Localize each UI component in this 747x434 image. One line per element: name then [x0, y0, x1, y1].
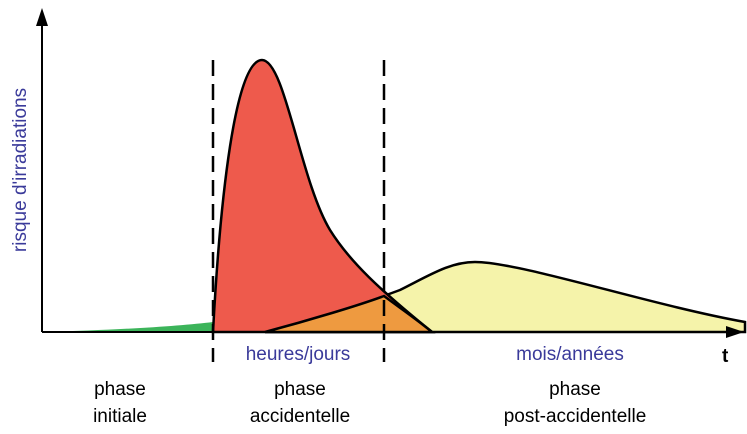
- y-axis-label: risque d'irradiations: [10, 88, 31, 252]
- phase-label: initiale: [93, 406, 147, 427]
- phase-label: post-accidentelle: [504, 406, 647, 427]
- accident-area: [211, 58, 436, 334]
- phase-label: phase: [274, 379, 326, 400]
- period-label: mois/années: [516, 344, 624, 365]
- overlap-area: [264, 294, 436, 334]
- period-label: heures/jours: [246, 344, 351, 365]
- phase-label: phase: [549, 379, 601, 400]
- x-axis-label: t: [722, 346, 729, 367]
- y-arrow: [36, 8, 48, 26]
- phase-label: phase: [94, 379, 146, 400]
- x-arrow: [726, 326, 744, 338]
- initial-area: [42, 322, 213, 332]
- phase-label: accidentelle: [250, 406, 350, 427]
